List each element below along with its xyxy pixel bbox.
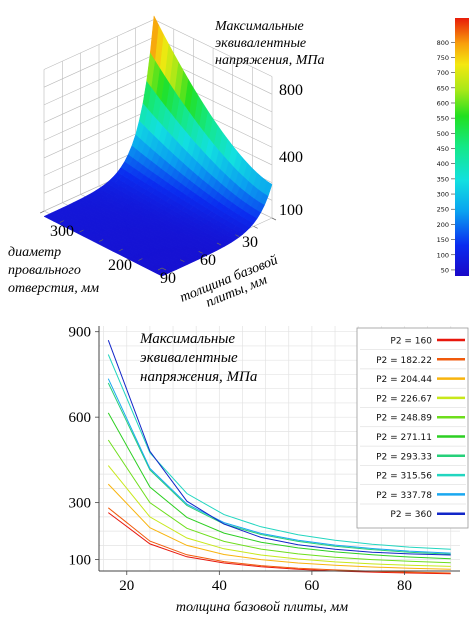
x3d-tick-90: 90 (160, 270, 176, 287)
x-tick-label: 60 (304, 578, 319, 594)
surface-plot (39, 15, 277, 277)
x3d-tick-mark (198, 251, 203, 254)
series-line (107, 483, 451, 570)
series-line (107, 512, 451, 575)
series-line (107, 465, 451, 567)
legend-label: P2 = 271.11 (376, 433, 432, 443)
surface-title-line-1: Максимальные (214, 19, 304, 34)
line-series (107, 340, 451, 575)
y3d-tick-mark (59, 220, 64, 223)
y-tick-label: 600 (69, 410, 92, 426)
line-axis-ticks: 20 40 60 80 900 600 300 100 (69, 325, 412, 594)
x-tick-label: 20 (119, 578, 134, 594)
y3d-tick-300: 300 (50, 223, 74, 240)
colorbar-tick-label: 600 (437, 99, 449, 107)
colorbar-tick-label: 250 (437, 206, 449, 214)
x3d-tick-mark (161, 267, 167, 271)
surface-title-line-3: напряжения, МПа (215, 53, 325, 68)
colorbar-tick-label: 400 (437, 160, 449, 168)
legend-label: P2 = 293.33 (376, 452, 432, 462)
surface-chart: Максимальные эквивалентные напряжения, М… (8, 15, 325, 311)
legend-label: P2 = 204.44 (376, 375, 432, 385)
colorbar-tick-label: 300 (437, 191, 449, 199)
series-line (107, 412, 451, 560)
z-tick-400: 400 (279, 149, 303, 166)
colorbar-tick-label: 350 (437, 175, 449, 183)
y3d-tick-mark (157, 267, 163, 271)
y3d-label-line-2: провального (8, 263, 81, 278)
x3d-tick-60: 60 (200, 252, 216, 269)
x3d-tick-30: 30 (242, 234, 258, 251)
colorbar-tick-label: 750 (437, 54, 449, 62)
legend-label: P2 = 360 (390, 510, 432, 520)
y-tick-label: 100 (69, 553, 92, 569)
line-title-line-2: эквивалентные (140, 350, 238, 366)
y3d-tick-200: 200 (108, 257, 132, 274)
x3d-tick-mark (271, 217, 277, 221)
series-line (107, 507, 451, 574)
z-tick-800: 800 (279, 82, 303, 99)
colorbar-tick-label: 650 (437, 84, 449, 92)
colorbar-tick-label: 150 (437, 236, 449, 244)
y3d-tick-mark (138, 258, 143, 261)
series-line (107, 439, 451, 564)
x3d-tick-mark (180, 259, 185, 262)
y-tick-label: 300 (69, 496, 92, 512)
y3d-tick-mark (79, 229, 84, 233)
legend: P2 = 160 P2 = 182.22 P2 = 204.44 P2 = 226.6… (356, 327, 469, 529)
surface-cell (263, 180, 273, 197)
line-title-line-1: Максимальные (139, 331, 235, 347)
series-line (107, 378, 451, 554)
y-tick-label: 900 (69, 325, 92, 341)
line-title-line-3: напряжения, МПа (140, 369, 257, 385)
colorbar-tick-label: 700 (437, 69, 449, 77)
x3d-tick-mark (235, 234, 240, 237)
legend-label: P2 = 160 (390, 337, 432, 347)
legend-label: P2 = 182.22 (376, 356, 432, 366)
line-x-axis-label: толщина базовой плиты, мм (176, 600, 348, 615)
z-tick-100: 100 (279, 202, 303, 219)
x3d-tick-mark (253, 226, 258, 229)
colorbar-tick-label: 450 (437, 145, 449, 153)
legend-label: P2 = 337.78 (376, 491, 432, 501)
x3d-tick-mark (216, 242, 222, 246)
colorbar-gradient (455, 18, 469, 276)
colorbar-tick-label: 550 (437, 115, 449, 123)
series-line (107, 354, 451, 550)
y3d-tick-mark (39, 210, 45, 214)
surface-title-line-2: эквивалентные (215, 36, 306, 51)
y3d-tick-mark (98, 239, 104, 242)
line-chart: 20 40 60 80 900 600 300 100 Максимальные эквива… (69, 325, 469, 615)
colorbar-tick-label: 200 (437, 221, 449, 229)
colorbar-tick-label: 800 (437, 39, 449, 47)
y3d-tick-mark (118, 248, 123, 252)
colorbar: 800 750 700 650 600 550 500 450 400 350 300 250 200 1… (437, 18, 469, 276)
y3d-label-line-3: отверстия, мм (8, 281, 99, 296)
colorbar-tick-label: 100 (437, 251, 449, 259)
y3d-label-line-1: диаметр (8, 245, 61, 260)
series-line (107, 340, 451, 556)
colorbar-tick-label: 50 (441, 266, 449, 274)
x-tick-label: 40 (212, 578, 227, 594)
legend-label: P2 = 226.67 (376, 394, 432, 404)
x-tick-label: 80 (397, 578, 412, 594)
series-line (107, 382, 451, 555)
colorbar-tick-label: 500 (437, 130, 449, 138)
legend-label: P2 = 315.56 (376, 472, 432, 482)
colorbar-ticks: 800 750 700 650 600 550 500 450 400 350 300 250 200 1… (437, 39, 455, 274)
legend-label: P2 = 248.89 (376, 414, 432, 424)
